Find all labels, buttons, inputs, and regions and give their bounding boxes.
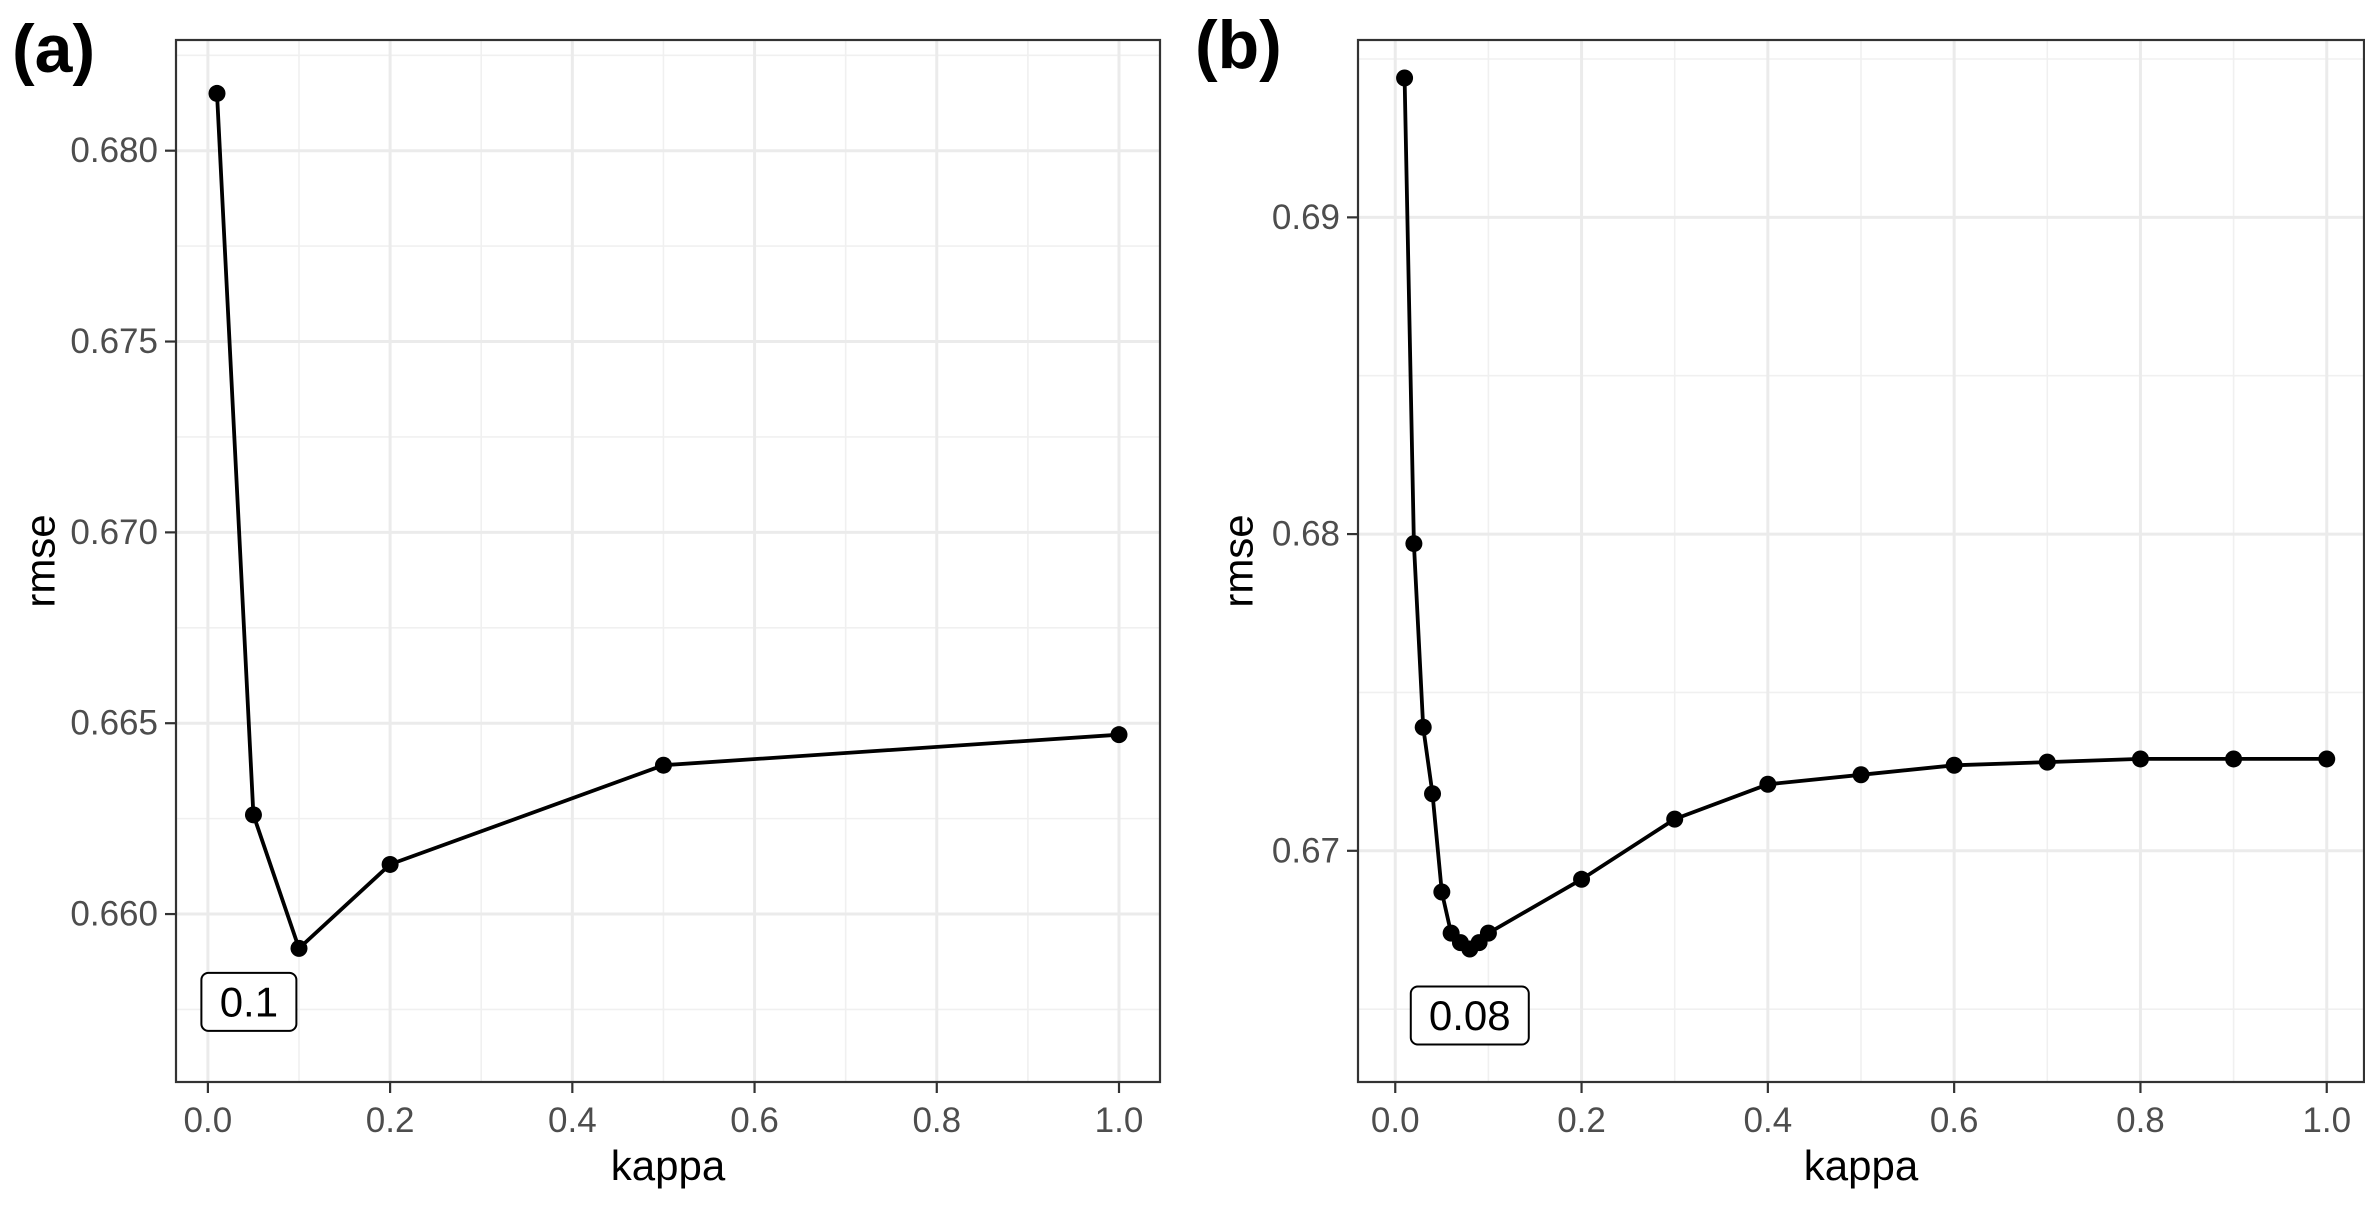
data-point — [1945, 756, 1963, 774]
data-point — [1479, 924, 1497, 942]
panel-b-tag: (b) — [1195, 7, 1282, 83]
data-point — [208, 84, 226, 102]
x-tick-label: 0.2 — [1557, 1101, 1606, 1140]
panel-b-major-gridlines — [1358, 40, 2364, 1082]
x-tick-label: 0.4 — [1744, 1101, 1793, 1140]
x-tick-label: 0.8 — [912, 1101, 961, 1140]
panel-a: 0.1 0.0 0.2 0.4 0.6 0.8 1.0 0.6600.6650.6700.… — [12, 11, 1162, 1189]
y-tick-label: 0.69 — [1272, 198, 1340, 237]
data-point — [1414, 718, 1432, 736]
panel-a-annotation: 0.1 — [200, 971, 298, 1032]
panel-a-points — [208, 84, 1128, 957]
data-point — [290, 939, 308, 957]
panel-a-minor-gridlines — [176, 40, 1160, 1082]
panel-b-minor-gridlines — [1358, 40, 2364, 1082]
panel-b-annotation-label: 0.08 — [1429, 992, 1511, 1039]
data-point — [1424, 785, 1442, 803]
panel-a-y-axis-title: rmse — [17, 514, 64, 607]
data-point — [1573, 870, 1591, 888]
panel-b-x-axis-title: kappa — [1804, 1142, 1919, 1189]
x-tick-label: 0.8 — [2116, 1101, 2165, 1140]
y-tick-label: 0.665 — [70, 704, 158, 743]
panel-b-border — [1356, 38, 2365, 1084]
y-tick-label: 0.680 — [70, 131, 158, 170]
panel-a-y-tick-labels: 0.660 0.665 0.670 0.675 0.680 — [70, 131, 158, 933]
panel-b-ticks — [1347, 216, 2328, 1093]
panel-b-points — [1396, 69, 2336, 958]
x-tick-label: 1.0 — [1095, 1101, 1144, 1140]
data-point — [244, 806, 262, 824]
panel-b-x-tick-labels: 0.0 0.2 0.4 0.6 0.8 1.0 — [1371, 1101, 2351, 1140]
y-tick-label: 0.67 — [1272, 831, 1340, 870]
panel-a-tag: (a) — [12, 11, 95, 87]
x-tick-label: 0.4 — [548, 1101, 597, 1140]
panel-a-series-line — [215, 93, 1120, 951]
panel-a-ticks — [165, 149, 1121, 1093]
data-point — [2225, 750, 2243, 768]
panel-a-annotation-box — [200, 971, 298, 1032]
data-point — [1405, 535, 1423, 553]
data-point — [1110, 726, 1128, 744]
data-point — [1433, 883, 1451, 901]
panel-b-y-axis-title: rmse — [1215, 514, 1262, 607]
y-tick-label: 0.660 — [70, 895, 158, 934]
panel-b: 0.08 0.0 0.2 0.4 0.6 0.8 1.0 0.67 0.68 0.69 kap… — [1195, 7, 2365, 1189]
data-point — [2131, 750, 2149, 768]
data-point — [654, 756, 672, 774]
panel-a-major-gridlines — [176, 40, 1160, 1082]
x-tick-label: 1.0 — [2302, 1101, 2351, 1140]
panel-a-annotation-label: 0.1 — [220, 978, 278, 1025]
data-point — [2318, 750, 2336, 768]
data-point — [1759, 775, 1777, 793]
x-tick-label: 0.0 — [184, 1101, 233, 1140]
panel-b-annotation: 0.08 — [1409, 985, 1530, 1046]
data-point — [381, 855, 399, 873]
data-point — [1396, 69, 1414, 87]
data-point — [1852, 766, 1870, 784]
y-tick-label: 0.670 — [70, 513, 158, 552]
panel-a-x-tick-labels: 0.0 0.2 0.4 0.6 0.8 1.0 — [184, 1101, 1144, 1140]
panel-b-annotation-box — [1409, 985, 1530, 1046]
panel-a-series — [215, 93, 1120, 951]
x-tick-label: 0.2 — [366, 1101, 415, 1140]
x-tick-label: 0.6 — [730, 1101, 779, 1140]
data-point — [2038, 753, 2056, 771]
y-tick-label: 0.68 — [1272, 515, 1340, 554]
panel-b-y-tick-labels: 0.67 0.68 0.69 — [1272, 198, 1340, 870]
x-tick-label: 0.6 — [1930, 1101, 1979, 1140]
y-tick-label: 0.675 — [70, 322, 158, 361]
panel-a-border — [174, 38, 1162, 1084]
x-tick-label: 0.0 — [1371, 1101, 1420, 1140]
data-point — [1666, 810, 1684, 828]
panel-a-x-axis-title: kappa — [611, 1142, 726, 1189]
